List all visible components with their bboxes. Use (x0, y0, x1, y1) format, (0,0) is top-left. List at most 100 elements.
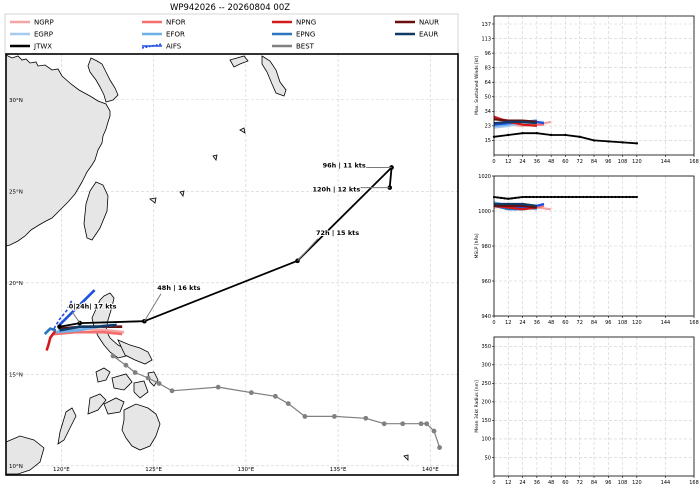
panel-jtwx-point (582, 195, 585, 199)
legend-label-egrp: EGRP (34, 31, 53, 39)
panel-jtwx-point (600, 195, 603, 199)
annotation-leader (143, 293, 162, 322)
island (147, 371, 159, 387)
panel-series-eaur (494, 202, 538, 207)
panel-xtick-label: 12 (505, 159, 511, 165)
best-track-point (363, 415, 369, 421)
island (111, 373, 133, 391)
best-track-point (145, 375, 151, 381)
panel-jtwx-point (592, 195, 596, 199)
panel-ytick-label: 83 (485, 65, 491, 71)
japan-landmass (261, 55, 287, 97)
panel-xtick-label: 24 (519, 480, 525, 486)
borneo-landmass (5, 435, 45, 475)
track-nfor (53, 330, 123, 336)
panel-series-eaur (493, 120, 537, 125)
panel-xtick-label: 36 (534, 480, 540, 486)
legend-label-ngrp: NGRP (34, 19, 54, 27)
best-track-point (156, 381, 162, 386)
panel-jtwx-point (596, 195, 599, 199)
panel-ytick-label: 250 (481, 381, 491, 387)
panel-ytick-label: 64 (485, 80, 491, 86)
track-jtwx (59, 166, 393, 328)
legend-label-npng: NPNG (296, 19, 316, 27)
panel-jtwx-point (557, 195, 560, 199)
panel-xtick-label: 108 (618, 480, 628, 486)
legend-label-best: BEST (296, 43, 315, 51)
track-eaur (59, 323, 117, 332)
palawan-landmass (57, 407, 77, 445)
best-track-point (381, 421, 387, 427)
panel-jtwx-point (546, 195, 549, 199)
panel-jtwx-point (535, 131, 539, 135)
panel-xtick-label: 48 (548, 480, 554, 486)
panel-jtwx-point (539, 195, 542, 199)
panel-xtick-label: 12 (505, 480, 511, 486)
panel-jtwx-point (610, 195, 613, 199)
panel-ytick-label: 300 (481, 363, 491, 369)
panel-ytick-label: 1020 (478, 174, 491, 180)
island (179, 190, 185, 197)
panel-xtick-label: 168 (689, 320, 699, 326)
map-lat-label: 20°N (9, 281, 23, 287)
panel-ylabel: MSLP [hPa] (474, 233, 480, 258)
panel-xtick-label: 48 (548, 320, 554, 326)
map-lon-label: 135°E (330, 467, 347, 473)
annotation-0-24h-17-kts: 0|24h| 17 kts (69, 302, 117, 311)
panel-jtwx-point (549, 133, 553, 137)
island (149, 197, 157, 204)
best-track-point (272, 393, 278, 399)
panel-xtick-label: 96 (605, 320, 611, 326)
intensity-panel: 0 12 24 36 48 60 72 84 96 108 120 144 168 15 23 34 50 64 8… (474, 15, 699, 165)
panel-xtick-label: 60 (562, 480, 568, 486)
panel-series-naur (494, 204, 538, 209)
panel-ytick-label: 150 (481, 418, 491, 424)
panel-ytick-label: 137 (481, 22, 491, 28)
pressure-panel: 0 12 24 36 48 60 72 84 96 108 120 144 168 940 960 980 10… (474, 174, 699, 326)
legend-label-eaur: EAUR (419, 31, 438, 39)
panel-xtick-label: 72 (577, 480, 583, 486)
panel-jtwx-point (628, 195, 631, 199)
map-lat-label: 30°N (9, 98, 23, 104)
panel-frame (493, 336, 695, 477)
best-track-point (400, 421, 406, 427)
panel-jtwx-point (567, 195, 571, 199)
panel-ytick-label: 960 (481, 279, 491, 285)
panel-jtwx-point (603, 195, 606, 199)
best-track-point (331, 414, 337, 419)
panel-jtwx-point (503, 197, 506, 200)
best-track-point (285, 401, 291, 407)
panel-jtwx-point (635, 195, 638, 199)
best-track-point (424, 421, 430, 427)
panel-ytick-label: 350 (481, 344, 491, 350)
annotation-96h-11-kts: 96h | 11 kts (323, 161, 366, 170)
panel-jtwx-point (532, 195, 535, 199)
panel-ytick-label: 1000 (478, 209, 491, 215)
panel-xtick-label: 60 (562, 320, 568, 326)
panel-xtick-label: 0 (492, 159, 495, 165)
track-aifs (58, 289, 96, 326)
panel-jtwx-point (535, 195, 538, 199)
panel-xtick-label: 144 (661, 480, 671, 486)
panel-jtwx-point (560, 195, 563, 199)
panel-xtick-label: 36 (534, 320, 540, 326)
best-track-point (437, 445, 442, 450)
annotation-120h-12-kts: 120h | 12 kts (313, 185, 361, 194)
map-lat-label: 15°N (9, 372, 23, 378)
panel-xtick-label: 0 (492, 320, 495, 326)
panel-frame (493, 15, 695, 156)
panel-jtwx-point (578, 195, 581, 199)
island (212, 154, 218, 161)
best-track-point (302, 414, 308, 419)
panel-ytick-label: 50 (485, 455, 491, 461)
korea-landmass (87, 57, 119, 103)
panel-jtwx-point (507, 197, 510, 200)
panel-jtwx-point (617, 195, 621, 199)
track-epng (43, 327, 57, 336)
legend-label-efor: EFOR (166, 31, 185, 39)
panel-xtick-label: 24 (519, 320, 525, 326)
panel-xtick-label: 108 (618, 320, 628, 326)
panel-xtick-label: 96 (605, 480, 611, 486)
panel-jtwx-point (635, 142, 639, 145)
mindanao-landmass (121, 403, 161, 451)
